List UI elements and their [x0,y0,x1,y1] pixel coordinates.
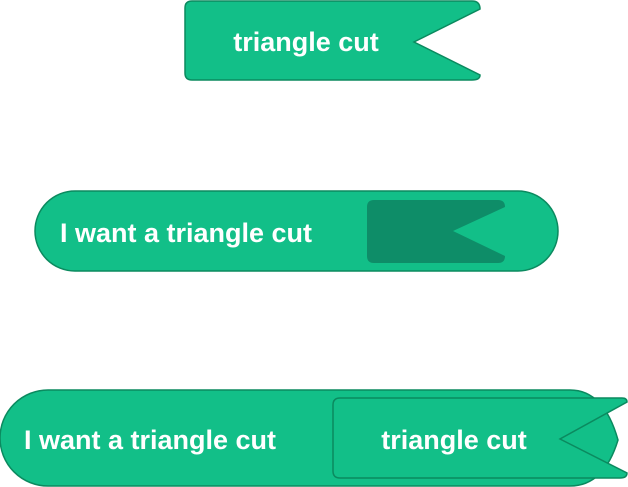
triangle-notch-tab-icon [332,397,628,479]
triangle-cut-block[interactable]: triangle cut [184,0,481,81]
reporter-block-empty[interactable]: I want a triangle cut [34,190,559,272]
reporter-filled-label: I want a triangle cut [24,425,276,455]
triangle-cut-label: triangle cut [233,27,379,57]
reporter-block-filled[interactable]: I want a triangle cut triangle cut [0,389,628,487]
nested-triangle-cut-label: triangle cut [381,425,527,455]
reporter-label: I want a triangle cut [60,218,312,248]
empty-triangle-notch-slot-icon[interactable] [367,200,505,263]
triangle-notch-tab-icon [184,0,481,81]
nested-triangle-cut-block[interactable]: triangle cut [332,397,628,479]
